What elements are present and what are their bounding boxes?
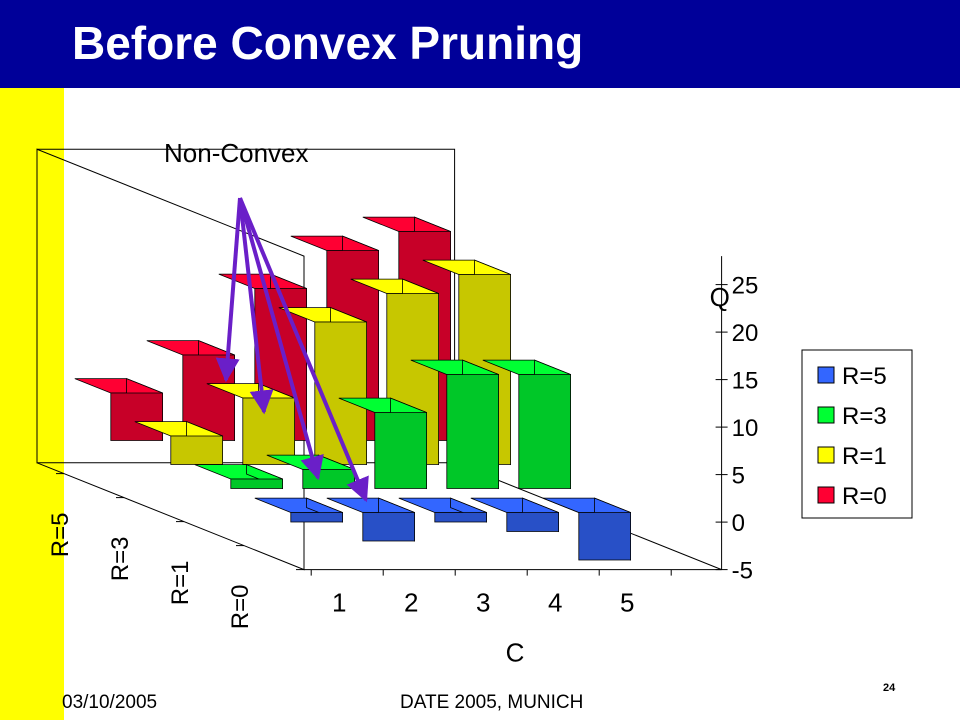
value-tick-label: -5 <box>732 558 753 585</box>
depth-tick-label: R=0 <box>227 584 254 629</box>
bar-R=3-4 <box>410 359 500 490</box>
bar-front <box>446 374 500 489</box>
annotation-arrow <box>238 197 324 481</box>
category-tick-label: 1 <box>332 588 346 618</box>
bar-R=5-1 <box>254 497 344 523</box>
annotation-arrow <box>238 197 369 503</box>
bar-front <box>578 512 631 561</box>
bar-front <box>110 392 164 441</box>
footer-date: 03/10/2005 <box>62 692 158 713</box>
chart-bars <box>74 216 631 561</box>
bar-front <box>230 478 284 489</box>
page-number: 24 <box>883 682 896 694</box>
bar-R=1-3 <box>278 307 368 466</box>
axis-labels: -5 0 5 10 15 20 25Q 1 2 3 4 5 C R=0 R=1 R=3 R=5 <box>47 273 758 668</box>
non-convex-annotation: Non-Convex <box>164 138 309 168</box>
bar-front <box>302 469 356 489</box>
legend-label: R=0 <box>842 483 887 510</box>
value-tick-label: 20 <box>732 320 759 347</box>
bar-R=3-3 <box>338 397 428 490</box>
value-tick-label: 5 <box>732 463 745 490</box>
category-tick-label: 2 <box>404 588 418 618</box>
category-tick-label: 3 <box>476 588 490 618</box>
value-tick-label: 25 <box>732 273 759 300</box>
bar-R=3-1 <box>194 464 284 490</box>
slide-title: Before Convex Pruning <box>72 17 584 69</box>
left-accent-strip <box>0 88 64 720</box>
bar-front <box>170 435 224 465</box>
annotation-arrow <box>215 197 242 383</box>
bar-front <box>290 512 344 523</box>
bar-front <box>506 512 559 532</box>
bar-R=1-1 <box>134 421 224 466</box>
legend-label: R=3 <box>842 403 887 430</box>
bar-front <box>362 512 416 542</box>
bar-front <box>374 412 428 489</box>
bar-R=3-5 <box>482 359 571 490</box>
depth-tick-label: R=3 <box>107 536 134 581</box>
bar-front <box>518 374 571 489</box>
depth-tick-label: R=1 <box>167 560 194 605</box>
annotation-arrow <box>238 197 274 415</box>
category-tick-label: 5 <box>620 588 634 618</box>
value-axis-title: Q <box>710 282 730 312</box>
category-axis-title: C <box>506 638 525 668</box>
category-tick-label: 4 <box>548 588 562 618</box>
legend: R=5 R=3 R=1 R=0 <box>801 349 913 519</box>
value-tick-label: 0 <box>732 510 745 537</box>
legend-swatch <box>817 406 835 424</box>
bar-R=0-1 <box>74 378 164 442</box>
depth-tick-label: R=5 <box>47 512 74 557</box>
footer-venue: DATE 2005, MUNICH <box>400 692 584 713</box>
legend-swatch <box>817 486 835 504</box>
bar-R=5-4 <box>470 497 559 533</box>
legend-swatch <box>817 446 835 464</box>
legend-label: R=1 <box>842 443 887 470</box>
legend-swatch <box>817 366 835 384</box>
bar-R=5-3 <box>398 497 488 523</box>
legend-label: R=5 <box>842 363 887 390</box>
value-tick-label: 10 <box>732 415 759 442</box>
title-bar <box>0 0 960 88</box>
bar-front <box>434 512 488 523</box>
bar-R=5-5 <box>542 497 631 561</box>
bar-R=0-2 <box>146 340 236 442</box>
bar-front <box>242 397 296 465</box>
value-tick-label: 15 <box>732 368 759 395</box>
annotation-arrows <box>215 197 369 503</box>
